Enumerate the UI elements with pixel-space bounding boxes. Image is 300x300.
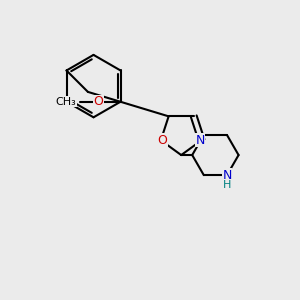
Text: O: O [93,95,103,108]
Text: N: N [195,134,205,147]
Text: N: N [222,169,232,182]
Text: H: H [223,180,231,190]
Text: CH₃: CH₃ [56,97,76,107]
Text: O: O [158,134,167,147]
